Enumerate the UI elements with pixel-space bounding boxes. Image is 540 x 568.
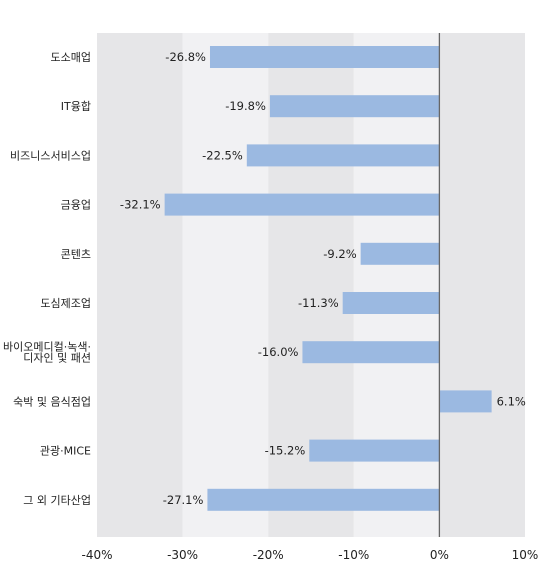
bar (342, 292, 440, 314)
x-tick-label: -10% (338, 548, 369, 562)
bar (246, 144, 440, 167)
value-label: -16.0% (258, 345, 299, 359)
category-label: 비즈니스서비스업 (10, 149, 91, 162)
category-label: 바이오메디컬·녹색· 디자인 및 패션 (3, 341, 91, 365)
value-label: -26.8% (165, 50, 206, 64)
value-labels: -26.8% -19.8% -22.5% -32.1% -9.2% -11.3% -16.0… (120, 50, 526, 507)
category-label: 도심제조업 (40, 297, 91, 310)
category-label: 도소매업 (51, 51, 91, 64)
value-label: -27.1% (163, 493, 204, 507)
value-label: -9.2% (323, 247, 356, 261)
value-label: 6.1% (497, 394, 526, 408)
bar (360, 242, 440, 265)
value-label: -11.3% (298, 296, 339, 310)
bars (164, 46, 492, 511)
grid-band (97, 33, 183, 537)
value-label: -19.8% (225, 99, 266, 113)
bar (439, 390, 492, 413)
x-tick-labels: -40% -30% -20% -10% 0% 10% (81, 548, 538, 562)
x-tick-label: -40% (81, 548, 112, 562)
bar (207, 488, 440, 511)
bar (302, 341, 440, 364)
category-label: 콘텐츠 (61, 248, 91, 261)
category-label: 관광·MICE (40, 445, 91, 458)
bar (269, 95, 440, 118)
x-tick-label: -30% (167, 548, 198, 562)
category-label: 금융업 (61, 199, 91, 212)
bar (309, 439, 440, 462)
category-label: IT융합 (61, 100, 91, 113)
x-tick-label: -20% (253, 548, 284, 562)
x-tick-label: 0% (430, 548, 449, 562)
grid-band (439, 33, 525, 537)
value-label: -15.2% (265, 444, 306, 458)
value-label: -32.1% (120, 198, 161, 212)
value-label: -22.5% (202, 148, 243, 162)
category-label: 그 외 기타산업 (23, 494, 91, 507)
grid-band (182, 33, 269, 537)
bar (209, 46, 440, 68)
x-tick-label: 10% (512, 548, 539, 562)
category-label: 숙박 및 음식점업 (13, 395, 91, 408)
bar (164, 193, 440, 216)
